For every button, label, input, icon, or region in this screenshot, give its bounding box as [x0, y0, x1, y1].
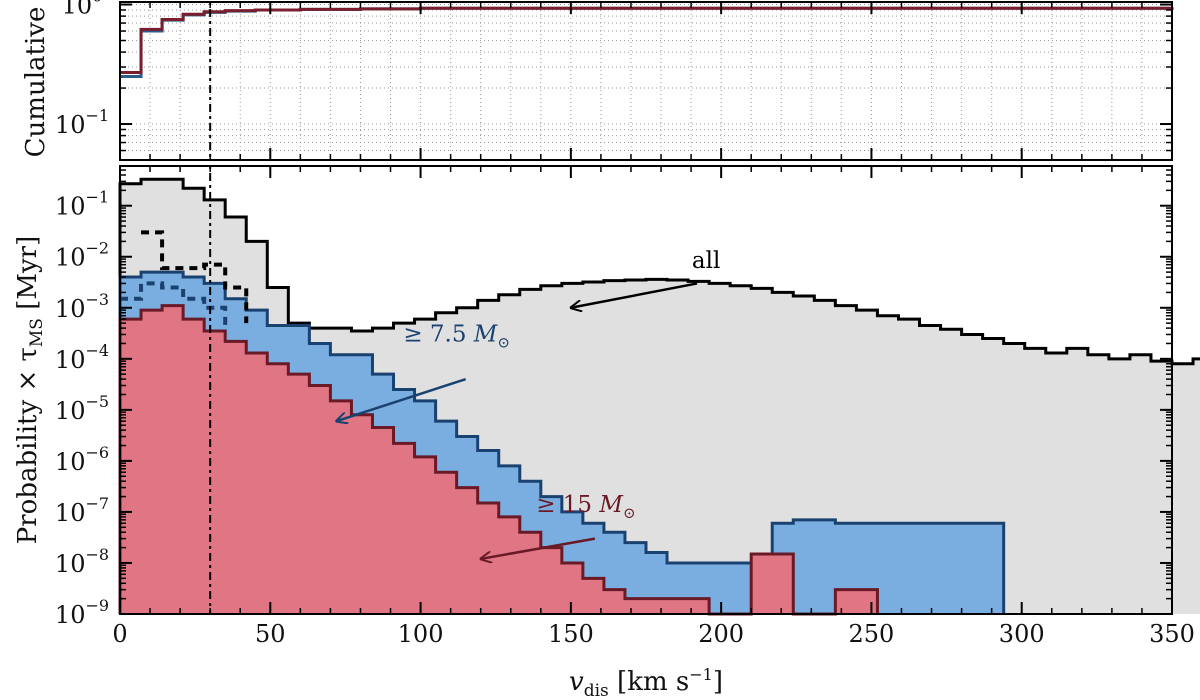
ylabel-unit: [Myr] [13, 236, 43, 318]
probability-xtick-label: 250 [849, 620, 895, 648]
probability-ytick-label: 10−3 [55, 290, 109, 323]
probability-ytick-label: 10−6 [55, 443, 109, 476]
annotations: all≥ 7.5 M⊙≥ 15 M⊙ [336, 248, 720, 559]
tick-exp: −7 [85, 494, 109, 513]
probability-ytick-label: 10−8 [55, 545, 109, 578]
tick-exp: −2 [85, 239, 109, 258]
cumulative-ytick-label: 10−1 [55, 106, 109, 139]
tick-base: 10 [55, 448, 86, 476]
annotation-label-all: all [692, 248, 720, 274]
cumulative-ylabel: Cumulative [21, 7, 51, 158]
cumulative-ticks: 10010−1 [55, 0, 1173, 160]
cumulative-line-0 [120, 6, 1174, 78]
ylabel-sub: MS [27, 318, 47, 347]
tick-exp: −4 [85, 341, 109, 360]
tick-exp: −1 [85, 106, 109, 125]
tick-base: 10 [55, 397, 86, 425]
tick-base: 10 [55, 111, 86, 139]
probability-areas [118, 177, 1200, 616]
probability-ytick-label: 10−4 [55, 341, 109, 374]
tick-base: 10 [55, 550, 86, 578]
tick-base: 10 [55, 601, 86, 629]
probability-ytick-label: 10−2 [55, 239, 109, 272]
tick-base: 10 [62, 0, 93, 20]
outline-all [118, 177, 1200, 614]
probability-ytick-label: 10−5 [55, 392, 109, 425]
tick-exp: −6 [85, 443, 109, 462]
probability-frame [119, 165, 1173, 615]
probability-ytick-label: 10−9 [55, 596, 109, 629]
annotation-mass: M [473, 321, 499, 347]
cumulative-frame [119, 1, 1173, 161]
probability-xtick-label: 200 [698, 620, 744, 648]
annotation-sun: ⊙ [623, 504, 636, 522]
cumulative-ytick-label: 100 [62, 0, 103, 20]
cumulative-grid [120, 2, 1172, 160]
tick-base: 10 [55, 244, 86, 272]
tick-exp: −9 [85, 596, 109, 615]
tick-exp: 0 [92, 0, 102, 6]
ylabel-main: Probability × τ [13, 347, 43, 544]
annotation-sun: ⊙ [497, 333, 510, 351]
probability-xtick-label: 50 [255, 620, 286, 648]
probability-ytick-label: 10−7 [55, 494, 109, 527]
tick-exp: −8 [85, 545, 109, 564]
dashed-ge7.5-dashed [120, 281, 228, 326]
annotation-arrow-all [571, 282, 698, 307]
tick-base: 10 [55, 295, 86, 323]
probability-xtick-label: 350 [1149, 620, 1195, 648]
probability-ylabel: Probability × τMS [Myr] [13, 236, 47, 545]
annotation-prefix: ≥ 7.5 [403, 321, 473, 347]
xlabel-sub: dis [584, 681, 609, 700]
annotation-prefix: ≥ 15 [536, 492, 599, 518]
probability-dashed [120, 230, 249, 326]
tick-base: 10 [55, 346, 86, 374]
annotation-mass: M [598, 492, 624, 518]
annotation-arrow-ge15 [481, 537, 596, 559]
probability-ytick-label: 10−1 [55, 188, 109, 221]
probability-xlabel: vdis [km s−1] [569, 665, 723, 700]
cumulative-panel: 10010−1 Cumulative [21, 0, 1174, 161]
probability-xtick-label: 100 [398, 620, 444, 648]
tick-exp: −3 [85, 290, 109, 309]
probability-xtick-label: 300 [999, 620, 1045, 648]
tick-exp: −5 [85, 392, 109, 411]
xlabel-unit-open: [km s [609, 667, 689, 697]
tick-base: 10 [55, 193, 86, 221]
annotation-label-ge15: ≥ 15 M⊙ [536, 492, 635, 522]
probability-xtick-label: 0 [112, 620, 127, 648]
tick-exp: −1 [85, 188, 109, 207]
tick-base: 10 [55, 499, 86, 527]
dashed-all-dashed [141, 230, 249, 324]
cumulative-line-1 [120, 6, 1174, 74]
cumulative-series [120, 6, 1174, 78]
xlabel-unit-close: ] [713, 667, 723, 697]
annotation-arrow-ge7.5 [336, 377, 467, 421]
probability-ticks: 10−110−210−310−410−510−610−710−810−90 50 1… [55, 166, 1195, 648]
outline-ge7.5 [118, 270, 1006, 614]
probability-xtick-label: 150 [548, 620, 594, 648]
annotation-label-ge7.5: ≥ 7.5 M⊙ [403, 321, 510, 351]
xlabel-main: v [569, 667, 584, 697]
probability-panel: 10−110−210−310−410−510−610−710−810−90 50 1… [13, 165, 1200, 700]
xlabel-unit-exp: −1 [689, 665, 713, 684]
